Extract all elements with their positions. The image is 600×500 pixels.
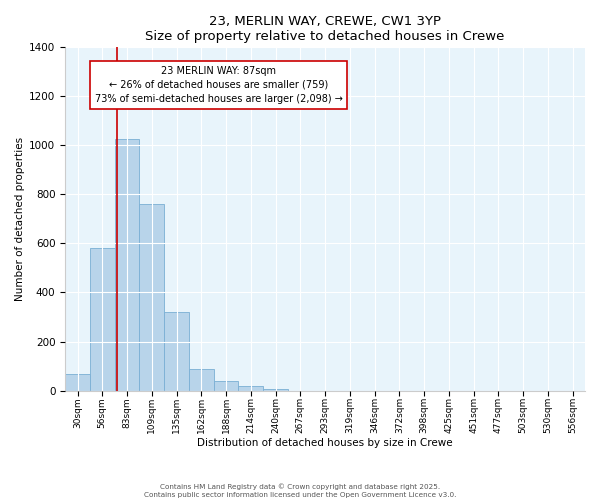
Bar [65, 374, 90, 390]
X-axis label: Distribution of detached houses by size in Crewe: Distribution of detached houses by size … [197, 438, 453, 448]
Text: Contains HM Land Registry data © Crown copyright and database right 2025.
Contai: Contains HM Land Registry data © Crown c… [144, 483, 456, 498]
Bar [164, 312, 189, 390]
Text: 23 MERLIN WAY: 87sqm
← 26% of detached houses are smaller (759)
73% of semi-deta: 23 MERLIN WAY: 87sqm ← 26% of detached h… [95, 66, 343, 104]
Bar [214, 381, 238, 390]
Bar [139, 204, 164, 390]
Title: 23, MERLIN WAY, CREWE, CW1 3YP
Size of property relative to detached houses in C: 23, MERLIN WAY, CREWE, CW1 3YP Size of p… [145, 15, 505, 43]
Bar [115, 139, 139, 390]
Bar [189, 368, 214, 390]
Y-axis label: Number of detached properties: Number of detached properties [15, 137, 25, 301]
Bar [238, 386, 263, 390]
Bar [263, 388, 288, 390]
Bar [90, 248, 115, 390]
